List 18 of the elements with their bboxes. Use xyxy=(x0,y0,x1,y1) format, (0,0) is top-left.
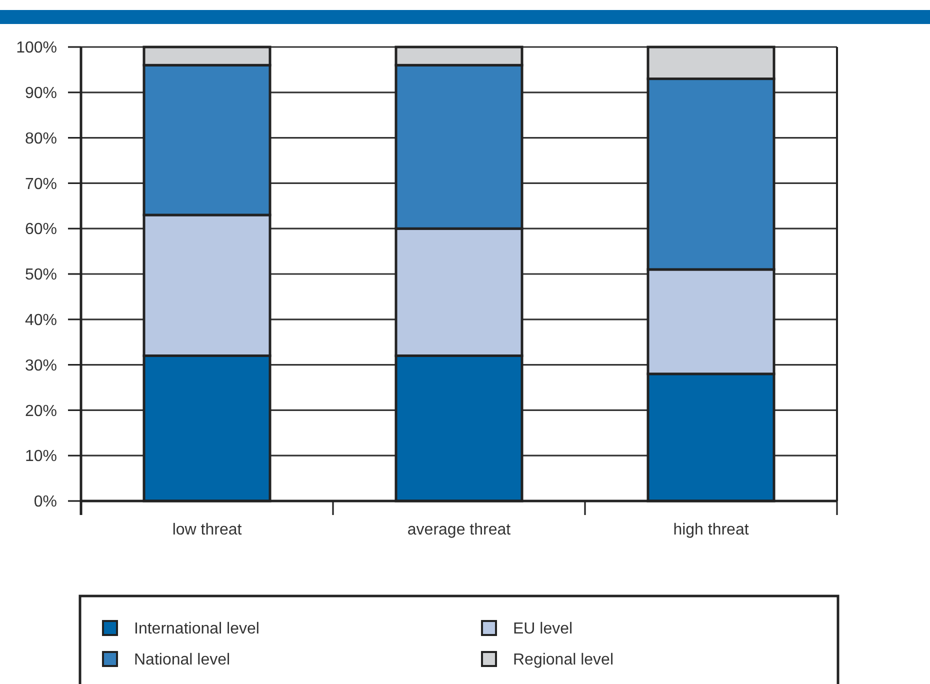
x-tick-label: high threat xyxy=(673,522,750,539)
y-tick-label: 90% xyxy=(24,85,57,102)
legend-label: International level xyxy=(134,620,260,638)
y-tick-label: 70% xyxy=(24,176,57,193)
y-tick-label: 40% xyxy=(24,312,57,329)
y-tick-label: 0% xyxy=(34,494,57,511)
y-tick-label: 10% xyxy=(24,448,57,466)
x-tick-label: average threat xyxy=(407,522,512,539)
y-tick-label: 100% xyxy=(16,40,57,57)
legend-label: National level xyxy=(134,652,230,669)
legend-label: Regional level xyxy=(513,652,614,669)
x-tick-label: low threat xyxy=(172,522,242,539)
y-tick-label: 50% xyxy=(24,266,57,284)
legend-label: EU level xyxy=(513,620,573,638)
y-tick-label: 20% xyxy=(24,402,57,420)
y-tick-label: 80% xyxy=(24,130,57,148)
y-tick-label: 60% xyxy=(24,221,57,238)
y-tick-label: 30% xyxy=(24,357,57,374)
